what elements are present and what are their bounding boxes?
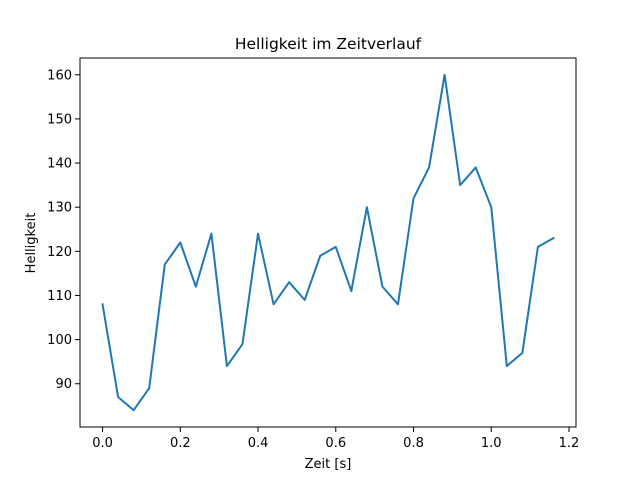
x-tick-label: 0.0: [92, 436, 113, 451]
axes-frame: [79, 57, 577, 428]
x-axis-label: Zeit [s]: [305, 457, 352, 472]
y-tick-label: 150: [47, 112, 72, 127]
y-tick-label: 130: [47, 201, 72, 216]
x-tick-label: 0.4: [248, 436, 269, 451]
plot-area: [79, 57, 577, 428]
x-tick-label: 0.8: [403, 436, 424, 451]
x-tick-label: 0.2: [170, 436, 191, 451]
series-line: [101, 73, 555, 412]
y-axis-ticks: 90 100 110 120 130 140 150 160: [47, 68, 80, 392]
series-layer: [101, 73, 555, 412]
x-tick-label: 1.2: [559, 436, 580, 451]
y-tick-label: 140: [47, 157, 72, 172]
y-tick-label: 90: [55, 377, 72, 392]
chart-title: Helligkeit im Zeitverlauf: [235, 35, 422, 53]
y-tick-label: 120: [47, 245, 72, 260]
y-tick-label: 160: [47, 68, 72, 83]
x-axis-ticks: 0.0 0.2 0.4 0.6 0.8 1.0 1.2: [92, 427, 579, 451]
x-tick-label: 0.6: [325, 436, 346, 451]
y-tick-label: 100: [47, 333, 72, 348]
x-tick-label: 1.0: [481, 436, 502, 451]
y-tick-label: 110: [47, 289, 72, 304]
y-axis-label: Helligkeit: [24, 213, 39, 274]
